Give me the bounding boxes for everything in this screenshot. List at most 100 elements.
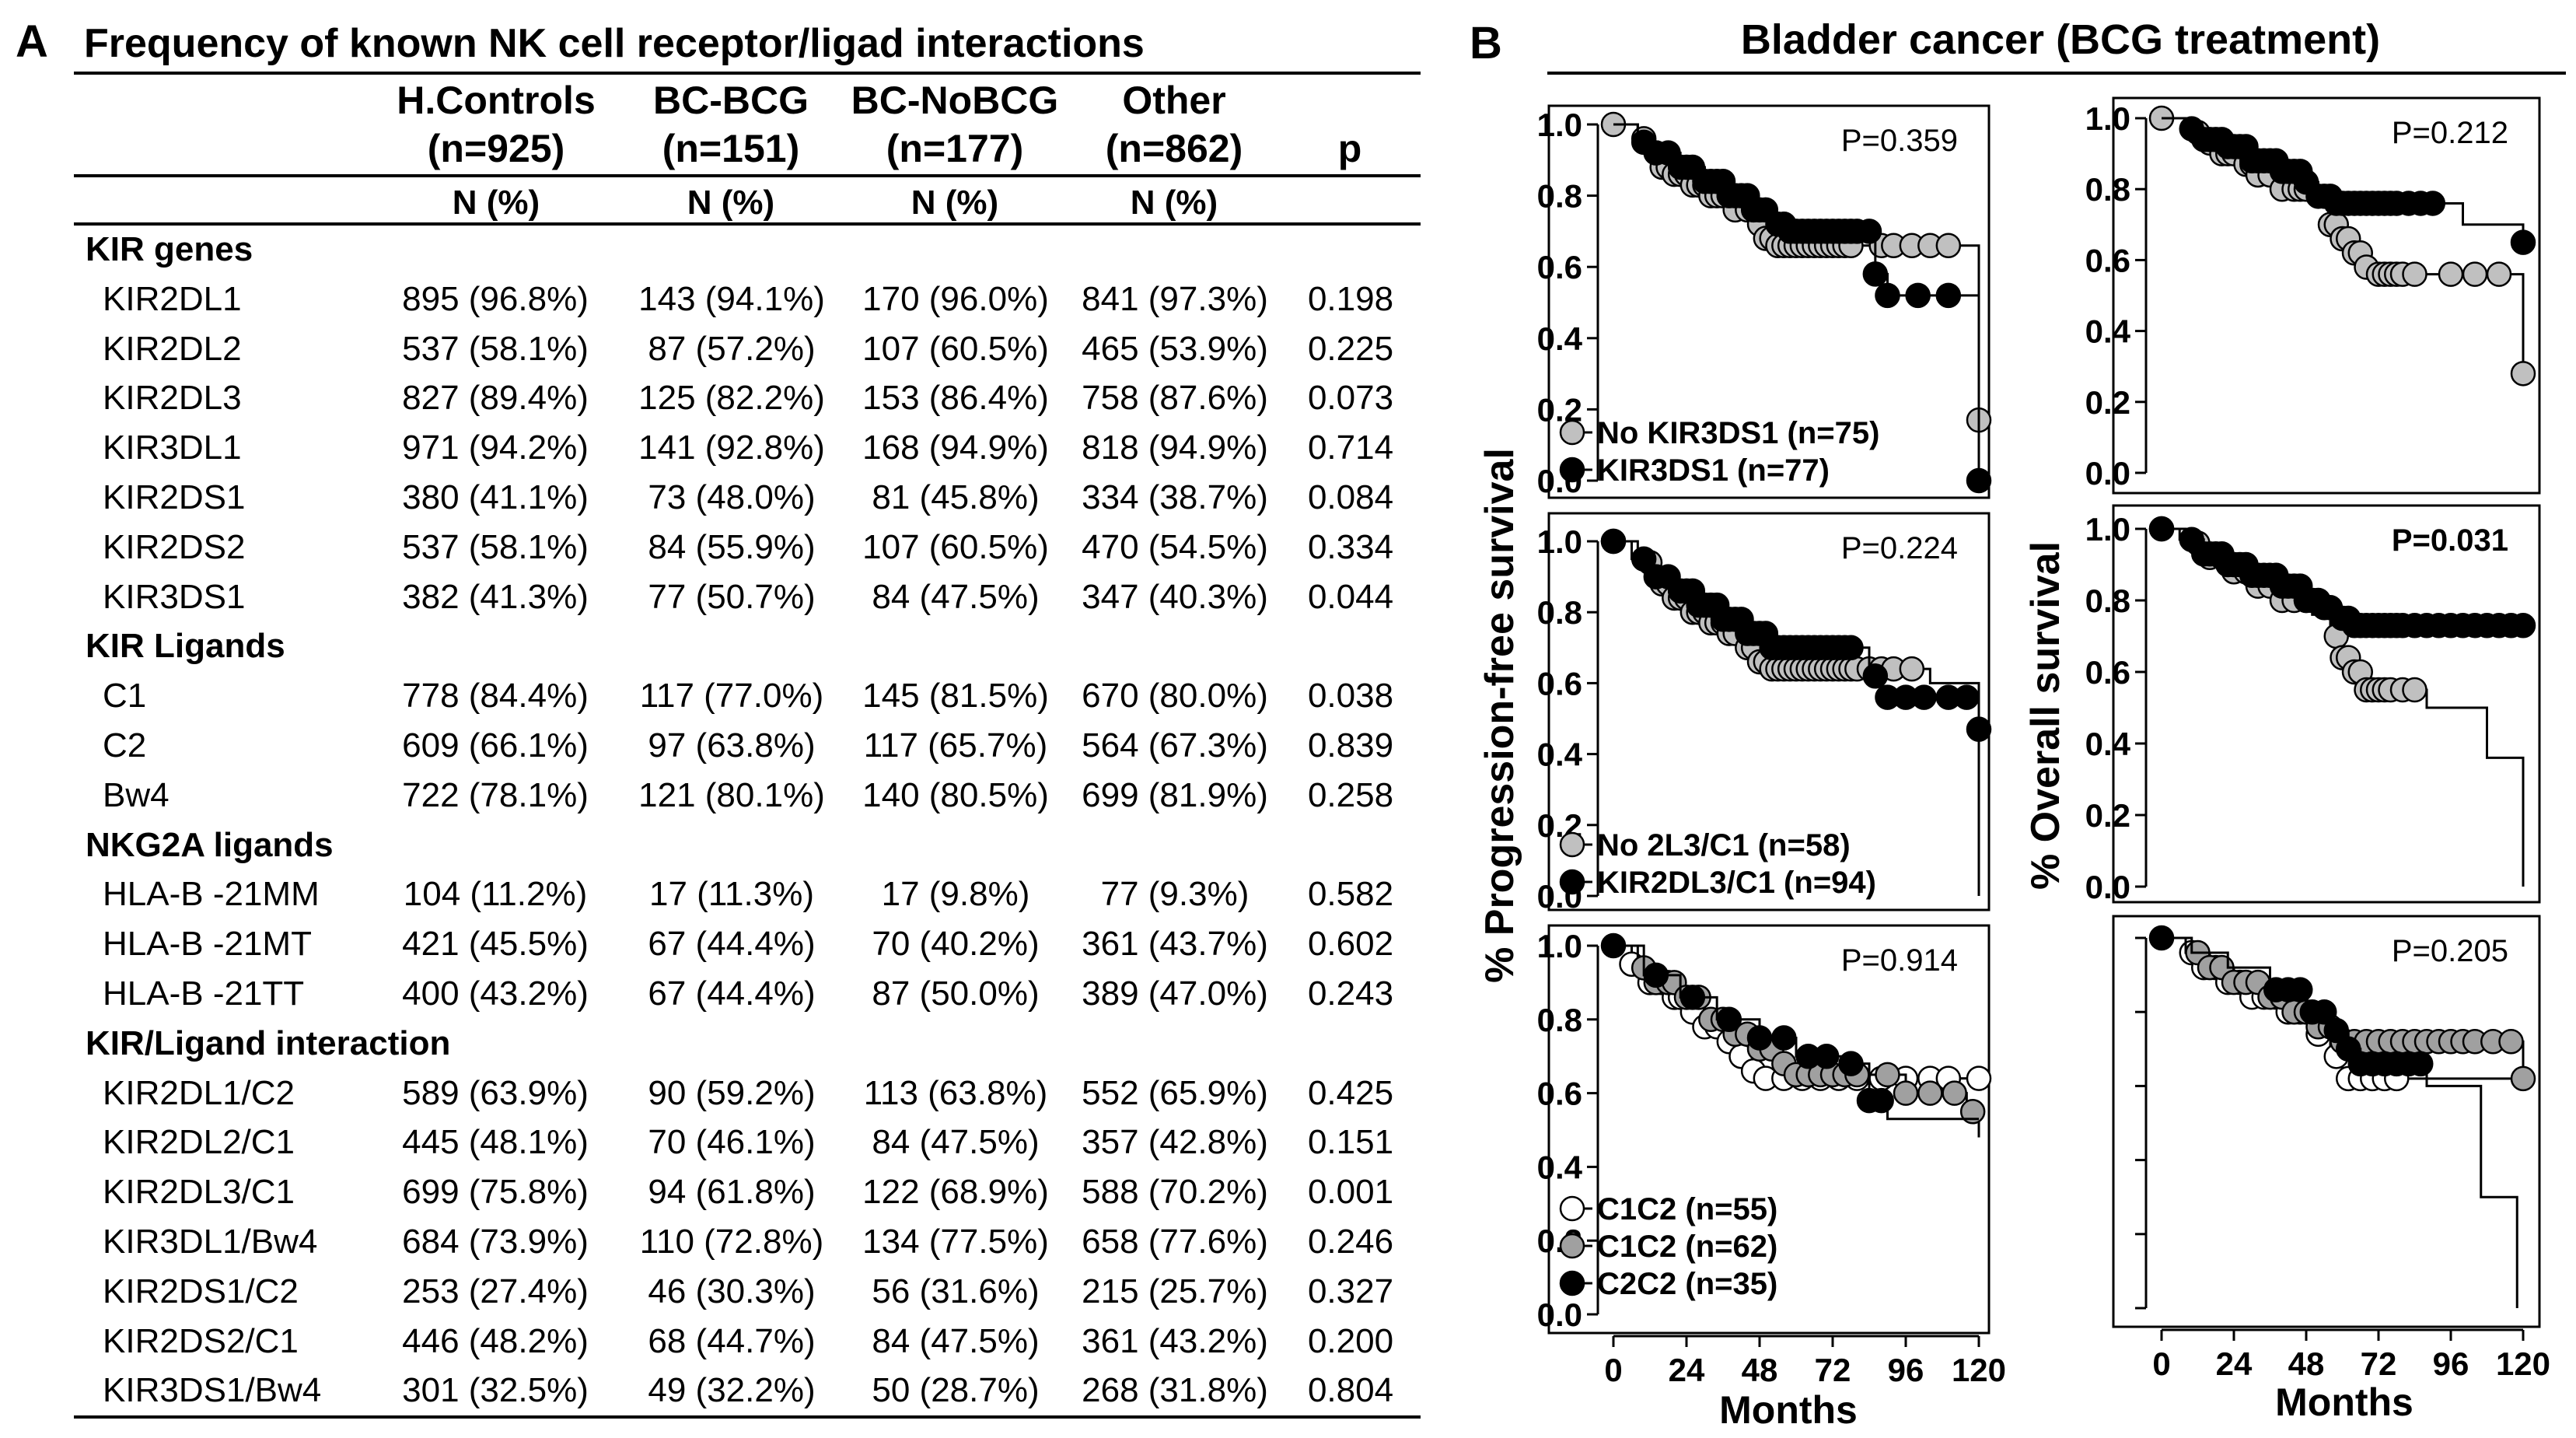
- legend-label: No 2L3/C1 (n=58): [1597, 828, 1851, 862]
- col-unit: N (%): [911, 184, 999, 222]
- x-tick-label: 120: [2496, 1345, 2550, 1382]
- header-rule-1: [74, 174, 1421, 177]
- y-tick-label: 1.0: [2085, 100, 2130, 137]
- legend-marker: [1559, 1270, 1585, 1296]
- km-censor-marker: [1966, 716, 1992, 742]
- header-rule-2: [74, 222, 1421, 226]
- legend-label: No KIR3DS1 (n=75): [1597, 416, 1879, 450]
- table-cell: 140 (80.5%): [862, 775, 1049, 814]
- row-label: KIR2DL2: [103, 329, 242, 368]
- row-label: KIR2DL1/C2: [103, 1073, 295, 1112]
- y-tick-label: 1.0: [1537, 523, 1582, 560]
- table-cell: 87 (50.0%): [872, 974, 1040, 1013]
- panel-letter-b: B: [1470, 18, 1502, 68]
- km-censor-marker: [1746, 1025, 1773, 1051]
- row-label: KIR3DL1/Bw4: [103, 1223, 318, 1261]
- table-cell: 17 (9.8%): [881, 875, 1030, 914]
- x-tick-label: 120: [1952, 1352, 2006, 1388]
- col-name: Other: [1122, 79, 1226, 122]
- table-top-rule: [74, 72, 1421, 75]
- km-censor-marker: [2148, 925, 2175, 951]
- section-label: KIR genes: [86, 230, 253, 268]
- table-cell: 971 (94.2%): [402, 429, 589, 467]
- p-value-cell: 0.001: [1307, 1173, 1394, 1212]
- table-cell: 564 (67.3%): [1082, 726, 1268, 764]
- x-tick-label: 24: [2216, 1345, 2253, 1382]
- table-cell: 67 (44.4%): [648, 925, 816, 964]
- km-censor-marker: [1600, 528, 1627, 555]
- table-cell: 125 (82.2%): [638, 379, 825, 418]
- table-cell: 334 (38.7%): [1082, 478, 1268, 516]
- y-tick-label: 0.0: [2085, 455, 2130, 492]
- table-cell: 470 (54.5%): [1082, 527, 1268, 566]
- col-name: BC-BCG: [653, 79, 809, 122]
- y-axis-title-left: % Progression-free survival: [1477, 448, 1522, 983]
- y-tick-label: 1.0: [1537, 107, 1582, 143]
- table-cell: 107 (60.5%): [862, 527, 1049, 566]
- table-cell: 380 (41.1%): [402, 478, 589, 516]
- table-cell: 121 (80.1%): [638, 775, 825, 814]
- table-cell: 117 (77.0%): [639, 677, 824, 716]
- row-label: KIR2DL2/C1: [103, 1123, 295, 1162]
- km-censor-marker: [1954, 684, 1980, 710]
- panel-a-table: A Frequency of known NK cell receptor/li…: [16, 16, 1421, 1419]
- table-cell: 658 (77.6%): [1082, 1223, 1268, 1261]
- x-axis-title-right: Months: [2275, 1380, 2413, 1424]
- km-censor-marker: [1942, 1080, 1967, 1106]
- km-curve: [2162, 936, 2518, 1308]
- km-censor-marker: [1600, 932, 1627, 959]
- p-value-cell: 0.327: [1307, 1272, 1394, 1310]
- y-tick-label: 0.6: [1537, 1076, 1582, 1112]
- table-cell: 17 (11.3%): [649, 875, 814, 914]
- km-censor-marker: [1959, 1099, 1986, 1125]
- table-cell: 699 (81.9%): [1082, 775, 1268, 814]
- p-value-cell: 0.602: [1307, 925, 1394, 964]
- km-censor-marker: [2312, 999, 2337, 1025]
- km-censor-marker: [2402, 261, 2427, 287]
- p-value-cell: 0.839: [1307, 726, 1394, 764]
- p-value-cell: 0.198: [1307, 279, 1394, 318]
- legend-marker: [1559, 419, 1585, 446]
- table-cell: 699 (75.8%): [402, 1173, 589, 1212]
- table-cell: 84 (47.5%): [872, 1123, 1040, 1162]
- legend-marker: [1559, 457, 1585, 483]
- km-censor-marker: [2510, 1065, 2536, 1092]
- km-censor-marker: [2498, 1029, 2524, 1055]
- table-cell: 97 (63.8%): [648, 726, 816, 764]
- p-value-cell: 0.246: [1307, 1223, 1394, 1261]
- y-tick-label: 0.2: [2085, 384, 2130, 421]
- km-censor-marker: [1643, 962, 1669, 988]
- table-cell: 268 (31.8%): [1082, 1371, 1268, 1410]
- table-cell: 170 (96.0%): [862, 279, 1049, 318]
- y-tick-label: 0.4: [2085, 313, 2131, 350]
- plot-frame: [2112, 504, 2541, 904]
- col-unit: N (%): [687, 184, 775, 222]
- col-header-hcontrols: H.Controls (n=925): [379, 76, 613, 173]
- km-censor-marker: [1856, 219, 1882, 244]
- km-censor-marker: [2486, 261, 2512, 287]
- table-cell: 77 (9.3%): [1100, 875, 1250, 914]
- plot-frame: [1547, 104, 1991, 499]
- legend-marker: [1559, 831, 1585, 858]
- y-tick-label: 0.6: [1537, 665, 1582, 702]
- table-cell: 50 (28.7%): [872, 1371, 1040, 1410]
- col-n: (n=862): [1105, 127, 1243, 170]
- section-label: KIR Ligands: [86, 627, 285, 666]
- km-censor-marker: [1893, 1080, 1919, 1106]
- table-cell: 465 (53.9%): [1082, 329, 1268, 368]
- legend-marker: [1559, 1233, 1585, 1259]
- x-tick-label: 0: [2152, 1345, 2170, 1382]
- km-censor-marker: [2323, 1017, 2349, 1044]
- p-value-cell: 0.804: [1307, 1371, 1394, 1410]
- km-censor-marker: [1935, 282, 1962, 309]
- km-censor-marker: [2402, 677, 2427, 703]
- plot-frame: [1547, 512, 1991, 911]
- table-cell: 446 (48.2%): [402, 1321, 589, 1360]
- p-value-label: P=0.224: [1841, 531, 1958, 565]
- x-tick-label: 48: [2288, 1345, 2325, 1382]
- km-censor-marker: [1838, 1051, 1864, 1076]
- table-cell: 722 (78.1%): [402, 775, 589, 814]
- row-label: HLA-B -21MM: [103, 875, 320, 914]
- y-tick-label: 0.6: [1537, 249, 1582, 285]
- table-cell: 134 (77.5%): [862, 1223, 1049, 1261]
